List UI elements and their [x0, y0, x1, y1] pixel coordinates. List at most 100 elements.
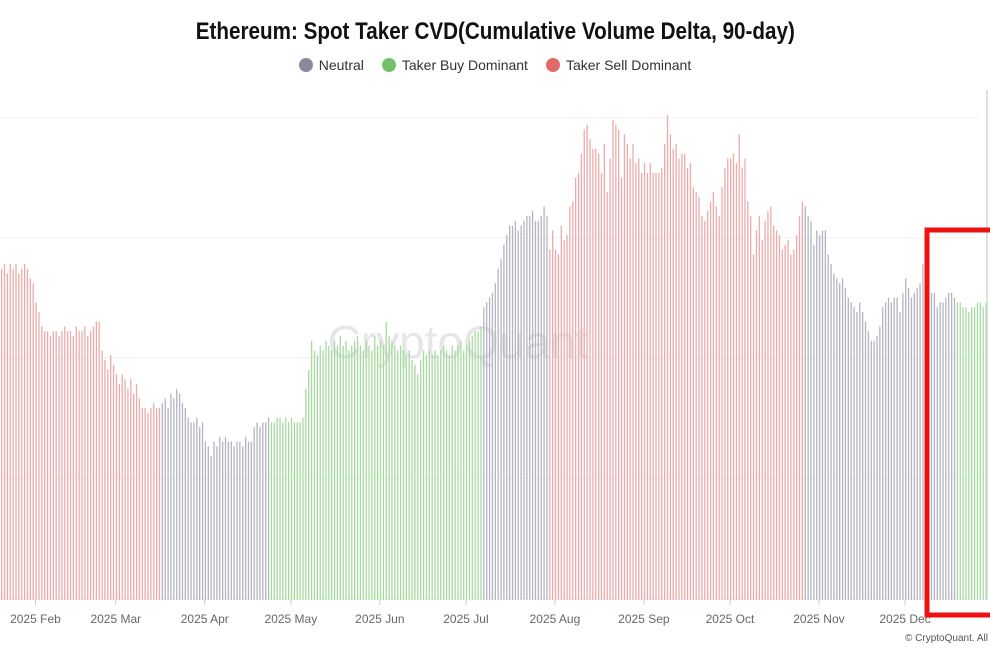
bar-neutral [227, 441, 230, 600]
bar-sell [643, 163, 646, 600]
bar-buy [971, 307, 973, 600]
bar-sell [729, 158, 732, 600]
bar-sell [1, 268, 3, 600]
bar-sell [709, 201, 712, 600]
bar-sell [107, 369, 109, 600]
bar-sell [595, 148, 597, 601]
bar-neutral [523, 220, 525, 601]
bar-sell [735, 163, 738, 600]
bar-neutral [824, 230, 826, 600]
bar-neutral [813, 244, 815, 601]
x-tick-label: 2025 May [265, 612, 318, 626]
bar-sell [153, 403, 155, 600]
legend: Neutral Taker Buy Dominant Taker Sell Do… [0, 57, 990, 73]
bar-sell [18, 273, 20, 600]
bar-sell [110, 355, 112, 600]
bar-buy [474, 331, 476, 600]
bar-sell [158, 408, 161, 600]
bar-sell [646, 172, 649, 601]
bar-sell [801, 201, 804, 600]
x-tick-label: 2025 Mar [90, 612, 141, 626]
bar-neutral [890, 302, 892, 600]
bar-neutral [190, 422, 192, 600]
bar-sell [38, 312, 40, 600]
bar-neutral [933, 292, 936, 600]
bar-sell [26, 268, 29, 600]
bar-sell [23, 264, 26, 600]
bar-neutral [859, 302, 861, 600]
bar-buy [391, 340, 393, 600]
bar-buy [420, 360, 422, 600]
bar-sell [698, 196, 700, 601]
bar-buy [342, 345, 344, 600]
legend-item-neutral[interactable]: Neutral [298, 57, 364, 73]
bar-neutral [534, 220, 537, 601]
bar-sell [78, 331, 80, 600]
bar-buy [288, 422, 290, 600]
legend-dot-icon [381, 58, 396, 72]
bar-neutral [508, 225, 511, 600]
bar-neutral [199, 427, 201, 600]
bar-buy [316, 355, 318, 600]
bar-sell [669, 134, 672, 600]
bar-neutral [910, 297, 913, 600]
bar-neutral [494, 283, 496, 600]
bar-sell [72, 336, 75, 600]
bar-sell [790, 254, 792, 600]
bar-buy [471, 336, 473, 600]
x-tick-label: 2025 Oct [706, 612, 755, 626]
bar-buy [480, 326, 482, 600]
legend-label: Neutral [318, 57, 364, 73]
bar-sell [678, 158, 680, 600]
bar-buy [448, 355, 451, 600]
bar-sell [620, 177, 623, 600]
bar-sell [44, 331, 46, 600]
bar-neutral [804, 206, 806, 600]
legend-item-taker-buy[interactable]: Taker Buy Dominant [381, 57, 528, 73]
bar-neutral [862, 312, 864, 600]
bar-sell [115, 374, 118, 600]
bar-neutral [526, 216, 528, 600]
bar-neutral [896, 297, 898, 600]
bar-neutral [164, 398, 166, 600]
bar-sell [95, 321, 98, 600]
bar-buy [973, 307, 976, 600]
bar-neutral [242, 446, 244, 600]
bar-buy [374, 336, 376, 600]
bar-sell [6, 273, 9, 600]
legend-item-taker-sell[interactable]: Taker Sell Dominant [545, 57, 691, 73]
bar-neutral [253, 427, 255, 600]
bar-neutral [907, 288, 910, 600]
bar-buy [417, 374, 419, 600]
bar-buy [313, 350, 316, 600]
bar-buy [468, 340, 471, 600]
bar-sell [672, 148, 674, 601]
bar-neutral [511, 225, 514, 600]
bar-buy [399, 345, 402, 600]
bar-neutral [839, 283, 841, 600]
bar-neutral [491, 292, 494, 600]
bar-sell [707, 211, 709, 600]
bar-sell [689, 163, 692, 600]
bar-sell [738, 134, 740, 600]
bar-sell [589, 139, 591, 600]
bar-neutral [807, 216, 809, 600]
bar-sell [606, 192, 608, 600]
bar-sell [133, 393, 135, 600]
bar-sell [92, 326, 95, 600]
bar-buy [290, 417, 293, 600]
bar-buy [299, 422, 301, 600]
bar-neutral [899, 312, 901, 600]
bar-sell [632, 144, 634, 600]
bar-neutral [867, 331, 870, 600]
bar-neutral [259, 427, 261, 600]
bar-neutral [193, 422, 195, 600]
bar-neutral [827, 254, 829, 600]
bar-buy [279, 417, 281, 600]
bar-neutral [810, 220, 812, 601]
bar-buy [414, 364, 416, 600]
bar-neutral [876, 336, 878, 600]
bar-buy [428, 350, 430, 600]
bar-neutral [265, 422, 267, 600]
